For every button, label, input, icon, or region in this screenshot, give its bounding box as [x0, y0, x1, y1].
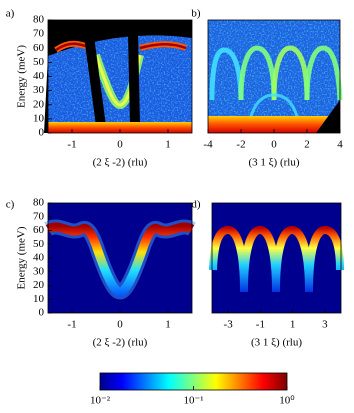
colorbar-tick-label: 10⁰: [279, 395, 295, 407]
y-tick-label: 60: [33, 42, 45, 54]
x-tick-label: -1: [67, 319, 76, 331]
y-tick-label: 40: [33, 252, 45, 264]
y-tick-label: 20: [33, 279, 45, 291]
y-tick-label: 0: [39, 127, 45, 139]
y-tick-label: 70: [33, 210, 45, 222]
y-tick-label: 10: [33, 293, 45, 305]
x-tick-label: 3: [322, 319, 328, 331]
x-axis-label: (2 ξ -2) (rlu): [93, 157, 148, 169]
y-tick-label: 30: [33, 84, 45, 96]
x-tick-label: 1: [165, 139, 171, 151]
y-tick-label: 50: [33, 56, 45, 68]
x-tick-label: -1: [256, 319, 265, 331]
plot-frame: [211, 202, 342, 314]
y-tick-label: 50: [33, 238, 45, 250]
y-tick-label: 30: [33, 265, 45, 277]
x-tick-label: -1: [67, 139, 76, 151]
panel-label: b): [191, 8, 201, 20]
y-tick-label: 20: [33, 98, 45, 110]
y-axis-label: Energy (meV): [16, 226, 28, 289]
y-tick-label: 10: [33, 112, 45, 124]
heatmap-d: [209, 203, 344, 313]
y-tick-label: 80: [33, 14, 45, 26]
x-tick-label: 0: [271, 139, 277, 151]
y-tick-label: 40: [33, 70, 45, 82]
colorbar-tick-label: 10⁻²: [90, 395, 111, 407]
panel-label: d): [191, 199, 201, 211]
x-tick-label: -2: [236, 139, 245, 151]
heatmap-c: [44, 203, 196, 313]
y-tick-label: 60: [33, 224, 45, 236]
x-axis-label: (3 1 ξ) (rlu): [251, 337, 302, 349]
x-tick-label: 0: [117, 139, 123, 151]
x-tick-label: 1: [165, 319, 171, 331]
x-tick-label: 2: [304, 139, 310, 151]
x-tick-label: -4: [203, 139, 213, 151]
y-tick-label: 0: [39, 307, 45, 319]
y-axis-label: Energy (meV): [16, 45, 28, 108]
colorbar-tick-label: 10⁻¹: [183, 395, 203, 407]
panel-label: c): [6, 199, 15, 211]
x-tick-label: 1: [290, 319, 296, 331]
x-tick-label: -3: [224, 319, 234, 331]
x-axis-label: (3 1 ξ) (rlu): [248, 157, 299, 169]
x-tick-label: 4: [337, 139, 343, 151]
x-axis-label: (2 ξ -2) (rlu): [93, 337, 148, 349]
y-tick-label: 70: [33, 28, 45, 40]
heatmap-b: [208, 20, 343, 133]
heatmap-a: [44, 20, 192, 133]
panel-label: a): [6, 8, 15, 20]
y-tick-label: 80: [33, 197, 45, 209]
x-tick-label: 0: [117, 319, 123, 331]
